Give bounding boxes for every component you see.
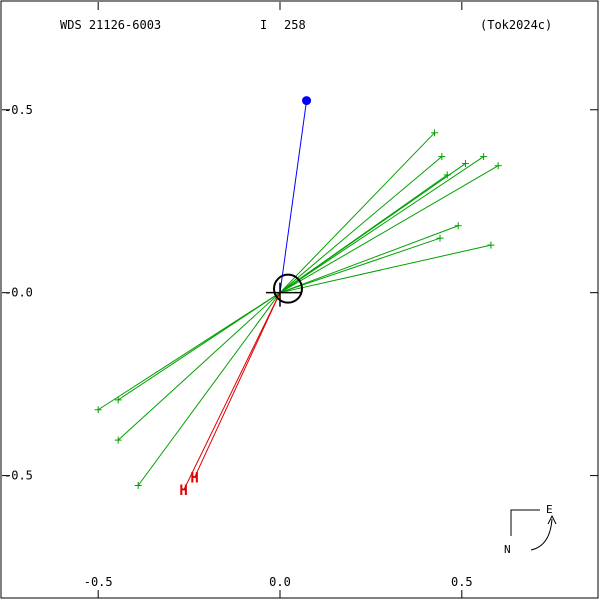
measurement-line-green <box>279 174 448 294</box>
x-tick-label: 0.5 <box>451 575 473 589</box>
axis-ticks <box>2 2 598 598</box>
measurement-line-red <box>183 292 281 491</box>
current-position-dot <box>302 96 312 106</box>
x-tick-label: 0.0 <box>269 575 291 589</box>
band-label: I <box>260 18 267 32</box>
orientation-axes <box>510 509 540 536</box>
orientation-arrowhead <box>547 514 557 525</box>
measurement-line-green <box>279 156 443 294</box>
measurement-markers: HH <box>94 96 502 499</box>
measurement-point-red: H <box>190 470 198 486</box>
measurement-line-green <box>279 165 499 294</box>
measurement-point-red: H <box>179 483 187 499</box>
orientation-arc <box>530 518 553 551</box>
reference-label: (Tok2024c) <box>480 18 552 32</box>
system-designation: WDS 21126-6003 <box>60 18 161 32</box>
measurement-line-green <box>279 156 484 294</box>
measurement-line-green <box>279 225 459 294</box>
y-tick-label: -0.5 <box>4 103 33 117</box>
orientation-indicator: E N <box>504 503 557 556</box>
position-angle: 258 <box>284 18 306 32</box>
x-tick-label: -0.5 <box>84 575 113 589</box>
north-label: N <box>504 543 511 556</box>
measurement-line-green <box>117 292 281 441</box>
measurement-line-green <box>279 237 441 294</box>
primary-star-circle <box>273 273 303 304</box>
measurement-line-green <box>117 292 281 401</box>
measurement-line-green <box>137 292 281 486</box>
current-position-line <box>279 100 308 293</box>
y-tick-label: -0.5 <box>4 469 33 483</box>
axis-tick-labels: -0.5 0.0 0.5 -0.5 -0.0 -0.5 <box>4 103 473 589</box>
measurement-line-red <box>194 292 281 478</box>
measurement-line-green <box>279 244 492 294</box>
measurement-line-green <box>279 132 435 294</box>
measurement-lines <box>97 100 499 491</box>
y-tick-label: -0.0 <box>4 286 33 300</box>
east-label: E <box>546 503 553 516</box>
